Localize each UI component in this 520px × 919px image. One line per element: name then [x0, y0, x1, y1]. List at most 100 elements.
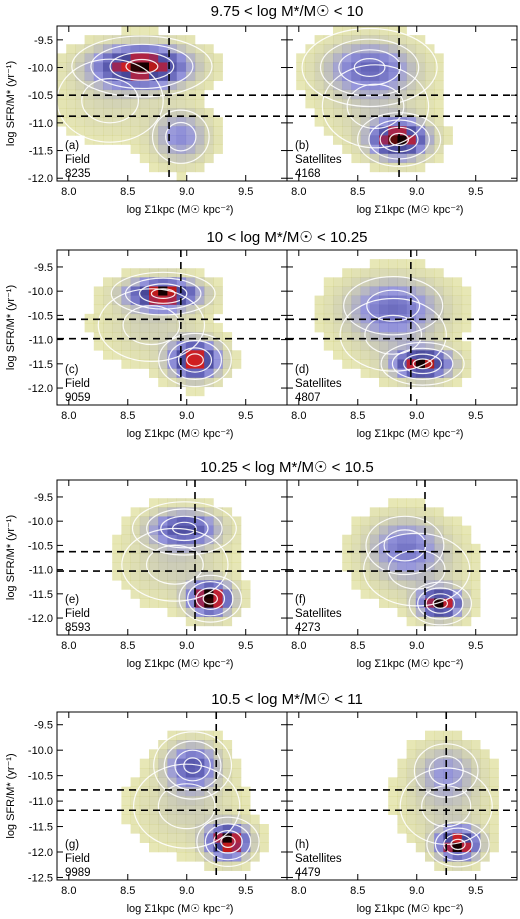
density-cell	[176, 833, 187, 843]
density-cell	[167, 108, 177, 118]
density-cell	[195, 359, 205, 369]
density-cell	[149, 44, 159, 54]
contour-line	[403, 353, 443, 375]
density-cell	[213, 589, 223, 599]
density-cell	[176, 607, 187, 618]
density-cell	[103, 286, 113, 296]
density-cell	[461, 304, 472, 315]
density-cell	[241, 580, 251, 590]
y-tick-label: -10.0	[28, 63, 53, 75]
density-cell	[425, 62, 435, 72]
density-cell	[121, 552, 131, 563]
density-cell	[121, 814, 131, 825]
density-cell	[397, 516, 407, 526]
density-contours	[339, 276, 465, 386]
density-cell	[158, 842, 168, 853]
density-cell	[388, 135, 398, 145]
density-cell	[149, 295, 159, 306]
density-cell	[121, 359, 131, 369]
density-cell	[388, 368, 398, 378]
density-cell	[397, 552, 407, 563]
x-tick-label: 8.5	[350, 885, 365, 897]
density-cell	[176, 852, 187, 862]
density-cell	[452, 598, 463, 608]
density-cell	[121, 80, 131, 91]
density-cell	[103, 98, 113, 109]
density-cell	[204, 516, 214, 526]
contour-line	[138, 283, 188, 304]
density-cell	[369, 552, 380, 563]
density-cell	[351, 543, 361, 554]
density-cell	[415, 571, 426, 581]
density-cell	[222, 525, 233, 536]
density-cell	[204, 562, 214, 572]
density-cell	[415, 108, 426, 118]
density-cell	[231, 562, 242, 572]
density-cell	[93, 304, 104, 315]
density-cell	[66, 80, 76, 91]
density-cell	[489, 842, 499, 853]
density-cell	[121, 571, 131, 581]
panel-sample: Field	[65, 853, 90, 865]
density-cell	[415, 44, 426, 54]
density-cell	[204, 824, 214, 834]
density-cell	[167, 562, 177, 572]
density-cell	[139, 26, 150, 36]
density-cell	[130, 126, 141, 136]
density-cell	[222, 749, 233, 759]
density-cell	[176, 516, 187, 526]
y-tick-label: -9.5	[34, 492, 53, 504]
density-cell	[323, 304, 334, 315]
density-cell	[360, 589, 371, 599]
density-cell	[121, 117, 131, 127]
density-cell	[351, 516, 361, 526]
density-cell	[461, 350, 472, 360]
density-cell	[415, 71, 426, 82]
density-cell	[342, 277, 352, 287]
density-cell	[452, 842, 463, 853]
density-cell	[323, 322, 334, 333]
density-cell	[397, 162, 407, 173]
y-tick-label: -11.5	[29, 822, 53, 834]
x-tick-label: 9.5	[238, 186, 253, 198]
density-cell	[213, 552, 223, 563]
density-cell	[434, 108, 444, 118]
density-cell	[452, 589, 463, 599]
x-tick-label: 8.5	[120, 186, 135, 198]
density-cell	[112, 98, 122, 109]
density-cell	[406, 350, 417, 360]
density-cell	[461, 805, 472, 815]
density-cell	[425, 833, 435, 843]
density-cell	[167, 842, 177, 853]
density-cell	[185, 386, 196, 397]
panel-sample: Satellites	[295, 853, 342, 865]
density-cell	[204, 852, 214, 862]
density-cell	[204, 534, 214, 545]
density-cell	[185, 135, 196, 145]
density-cell	[425, 562, 435, 572]
density-cell	[176, 341, 187, 351]
density-cell	[167, 786, 177, 797]
y-tick-label: -10.0	[28, 516, 53, 528]
density-cell	[185, 35, 196, 45]
density-cell	[167, 552, 177, 563]
density-cell	[176, 80, 187, 91]
density-cell	[397, 589, 407, 599]
density-cell	[231, 543, 242, 554]
density-cell	[222, 571, 233, 581]
density-cell	[222, 589, 233, 599]
contour-line	[122, 305, 181, 346]
density-cell	[333, 322, 343, 333]
density-cell	[250, 852, 260, 862]
density-cell	[222, 359, 233, 369]
density-cell	[149, 580, 159, 590]
density-cell	[434, 805, 444, 815]
density-cell	[379, 108, 389, 118]
density-cell	[471, 786, 481, 797]
density-cells	[121, 730, 269, 871]
density-cell	[425, 268, 435, 278]
density-cell	[425, 108, 435, 118]
density-cell	[443, 580, 453, 590]
density-cell	[443, 534, 453, 545]
density-cell	[406, 498, 417, 508]
